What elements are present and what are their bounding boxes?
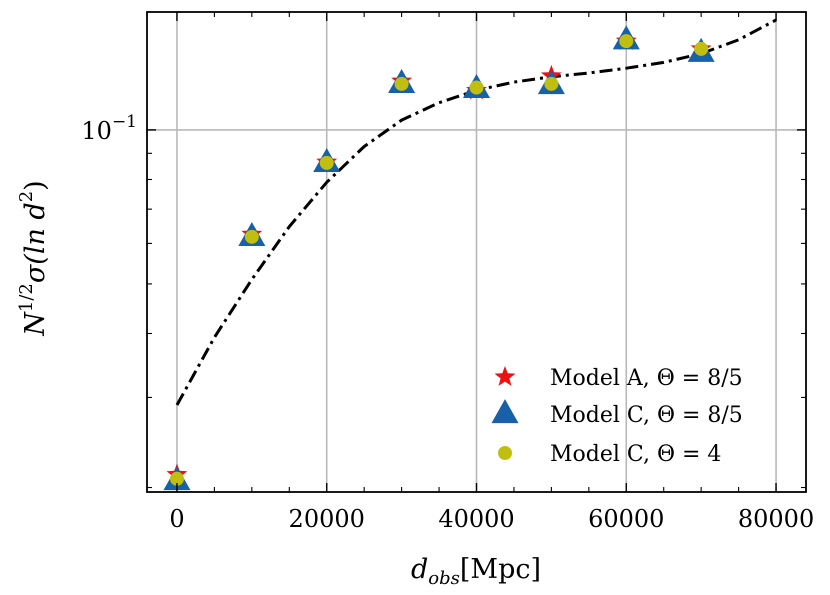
legend-label-model-a: Model A, Θ = 8/5 (550, 366, 743, 391)
data-points (163, 25, 715, 491)
x-tick-label: 0 (169, 505, 184, 533)
circle-data-point (694, 41, 709, 56)
x-tick-label: 80000 (738, 505, 814, 533)
circle-data-point (469, 80, 484, 95)
y-axis-label: N1/2σ(ln d2) (16, 180, 51, 336)
legend-marker-star (494, 366, 516, 386)
x-tick-label: 20000 (289, 505, 365, 533)
legend-marker-triangle (491, 399, 519, 424)
circle-data-point (544, 76, 559, 91)
legend-marker-circle (498, 446, 512, 460)
tick-labels: 0 20000 40000 60000 80000 10−1 (81, 112, 814, 533)
legend: Model A, Θ = 8/5 Model C, Θ = 8/5 Model … (491, 366, 743, 467)
y-tick-label: 10−1 (81, 112, 137, 145)
circle-data-point (319, 155, 334, 170)
legend-circle-symbol (498, 446, 512, 460)
circle-data-point (619, 34, 634, 49)
axis-ticks (147, 12, 806, 492)
circle-data-point (169, 471, 184, 486)
circle-data-point (244, 229, 259, 244)
legend-triangle-symbol (491, 399, 519, 424)
legend-label-model-c-8-5: Model C, Θ = 8/5 (550, 403, 743, 428)
x-axis-label: dobs[Mpc] (411, 554, 541, 589)
legend-star-symbol (494, 366, 516, 386)
legend-label-model-c-4: Model C, Θ = 4 (550, 442, 721, 467)
circle-data-point (394, 76, 409, 91)
x-tick-label: 40000 (438, 505, 514, 533)
x-tick-label: 60000 (588, 505, 664, 533)
